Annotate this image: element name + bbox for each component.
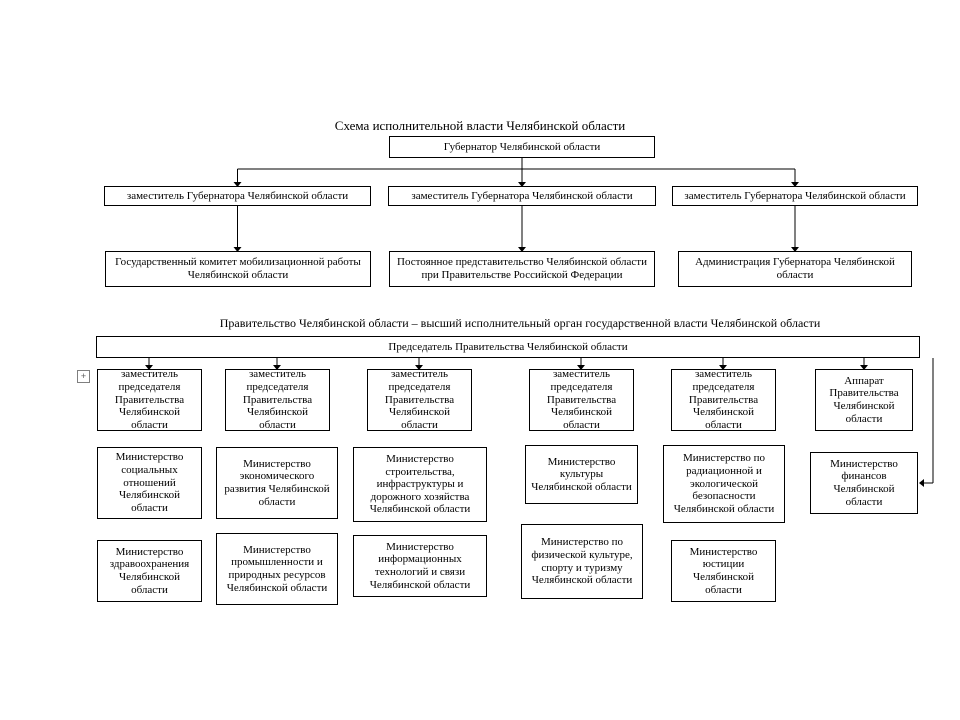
node-dep-ch-5: заместитель председателя Правительства Ч…: [671, 369, 776, 431]
node-dep-ch-3: заместитель председателя Правительства Ч…: [367, 369, 472, 431]
node-dep-gov-3: заместитель Губернатора Челябинской обла…: [672, 186, 918, 206]
node-min-finance: Министерство финансов Челябинской област…: [810, 452, 918, 514]
node-committee: Государственный комитет мобилизационной …: [105, 251, 371, 287]
node-min-it: Министерство информационных технологий и…: [353, 535, 487, 597]
node-min-health: Министерство здравоохранения Челябинской…: [97, 540, 202, 602]
node-apparatus: Аппарат Правительства Челябинской област…: [815, 369, 913, 431]
node-rep: Постоянное представительство Челябинской…: [389, 251, 655, 287]
node-min-econ: Министерство экономического развития Чел…: [216, 447, 338, 519]
node-admin: Администрация Губернатора Челябинской об…: [678, 251, 912, 287]
node-min-constr: Министерство строительства, инфраструкту…: [353, 447, 487, 522]
plus-icon: +: [77, 370, 90, 383]
node-dep-gov-1: заместитель Губернатора Челябинской обла…: [104, 186, 371, 206]
org-chart-page: Схема исполнительной власти Челябинской …: [0, 0, 960, 720]
node-min-rad: Министерство по радиационной и экологиче…: [663, 445, 785, 523]
node-dep-gov-2: заместитель Губернатора Челябинской обла…: [388, 186, 656, 206]
node-min-sport: Министерство по физической культуре, спо…: [521, 524, 643, 599]
node-governor: Губернатор Челябинской области: [389, 136, 655, 158]
node-min-justice: Министерство юстиции Челябинской области: [671, 540, 776, 602]
node-min-social: Министерство социальных отношений Челяби…: [97, 447, 202, 519]
diagram-title: Схема исполнительной власти Челябинской …: [0, 118, 960, 134]
government-caption: Правительство Челябинской области – высш…: [160, 316, 880, 331]
node-dep-ch-1: заместитель председателя Правительства Ч…: [97, 369, 202, 431]
node-chairman: Председатель Правительства Челябинской о…: [96, 336, 920, 358]
node-min-indust: Министерство промышленности и природных …: [216, 533, 338, 605]
connectors-layer: [0, 0, 960, 720]
node-dep-ch-4: заместитель председателя Правительства Ч…: [529, 369, 634, 431]
node-min-culture: Министерство культуры Челябинской област…: [525, 445, 638, 504]
node-dep-ch-2: заместитель председателя Правительства Ч…: [225, 369, 330, 431]
